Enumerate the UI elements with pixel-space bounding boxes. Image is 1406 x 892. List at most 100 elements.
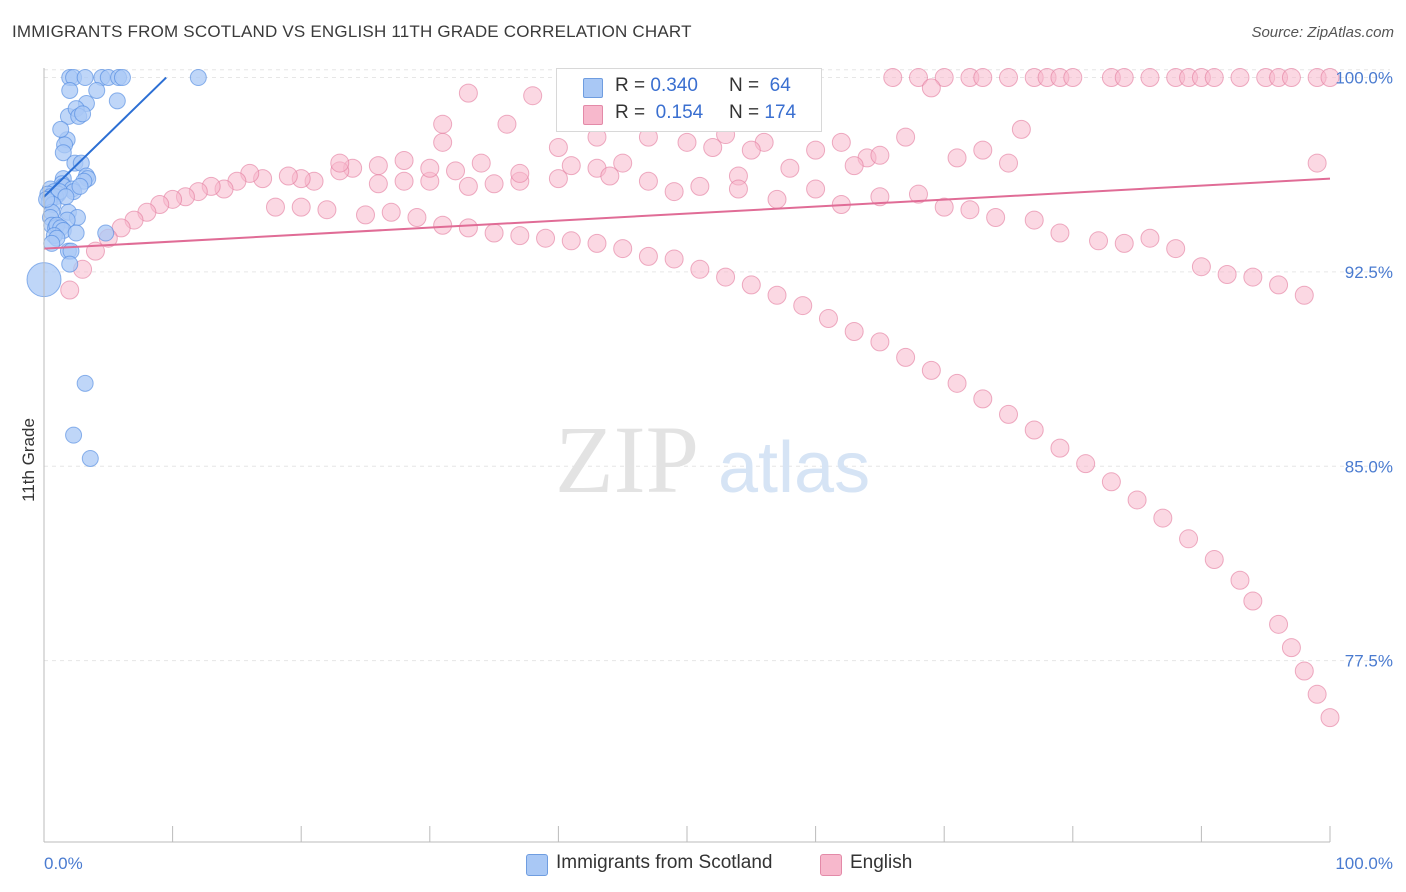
english-point xyxy=(908,68,928,88)
english-point xyxy=(638,246,658,266)
english-point xyxy=(806,140,826,160)
english-point xyxy=(1140,68,1160,88)
scotland-point xyxy=(88,82,106,100)
english-point xyxy=(613,153,633,173)
english-point xyxy=(1281,638,1301,658)
english-point xyxy=(806,179,826,199)
english-point xyxy=(793,296,813,316)
series-scotland xyxy=(26,69,207,467)
english-point xyxy=(433,114,453,134)
english-point xyxy=(986,207,1006,227)
legend-label-english: English xyxy=(850,852,913,873)
english-point xyxy=(999,68,1018,88)
english-point xyxy=(896,127,916,147)
english-point xyxy=(394,171,414,191)
english-point xyxy=(780,158,800,178)
english-legend-swatch xyxy=(820,854,842,876)
english-point xyxy=(1230,68,1250,88)
english-point xyxy=(1204,68,1224,88)
english-point xyxy=(433,132,453,152)
english-point xyxy=(921,78,941,98)
scotland-point xyxy=(38,190,56,208)
english-point xyxy=(394,150,414,170)
n-label: N = xyxy=(729,75,760,96)
scotland-point xyxy=(189,69,207,87)
english-point xyxy=(1281,68,1301,88)
english-point xyxy=(973,68,993,88)
english-point xyxy=(960,200,980,220)
scotland-point xyxy=(74,105,92,123)
english-point xyxy=(510,226,530,246)
english-point xyxy=(1011,119,1031,139)
english-point xyxy=(548,169,568,189)
correlation-legend: R = 0.340 N = 64 R = 0.154 N = 174 xyxy=(556,68,822,132)
english-point xyxy=(356,205,375,225)
english-point xyxy=(921,360,941,380)
r-value-scotland: 0.340 xyxy=(650,75,698,96)
english-point xyxy=(677,132,697,152)
english-point xyxy=(818,309,838,329)
english-swatch xyxy=(583,105,603,125)
english-point xyxy=(1050,438,1070,458)
english-point xyxy=(484,174,504,194)
english-point xyxy=(458,83,478,103)
r-label: R = xyxy=(615,75,646,96)
n-value-english: 174 xyxy=(764,102,797,123)
english-point xyxy=(548,138,568,158)
english-point xyxy=(1063,68,1083,88)
y-axis-title: 11th Grade xyxy=(19,418,38,502)
english-point xyxy=(368,174,388,194)
english-point xyxy=(690,259,710,279)
english-point xyxy=(1320,68,1340,88)
english-point xyxy=(510,163,530,183)
english-point xyxy=(1153,508,1173,528)
watermark-zip: ZIP xyxy=(555,406,699,513)
english-point xyxy=(973,389,993,409)
scotland-point xyxy=(76,374,94,392)
english-point xyxy=(767,189,787,209)
r-value-english: 0.154 xyxy=(655,102,704,123)
english-point xyxy=(973,140,993,160)
english-point xyxy=(458,176,478,196)
english-point xyxy=(497,114,517,134)
english-point xyxy=(831,132,851,152)
english-point xyxy=(587,233,607,253)
english-point xyxy=(934,68,954,88)
english-point xyxy=(484,223,504,243)
english-point xyxy=(1294,661,1314,681)
english-trend-line xyxy=(43,177,1331,250)
english-point xyxy=(690,176,710,196)
scotland-point xyxy=(81,449,99,467)
english-point xyxy=(458,218,478,238)
english-point xyxy=(896,347,916,367)
english-point xyxy=(1230,570,1250,590)
english-point xyxy=(1089,231,1109,251)
scotland-trend-line xyxy=(43,76,167,198)
y-tick-label: 85.0% xyxy=(1345,457,1393,476)
english-point xyxy=(1166,239,1186,259)
english-point xyxy=(741,140,761,160)
english-point xyxy=(407,207,427,227)
english-point xyxy=(265,197,285,217)
grid-lines xyxy=(44,69,1390,662)
english-point xyxy=(870,187,890,207)
english-point xyxy=(60,280,80,300)
english-point xyxy=(947,373,967,393)
english-point xyxy=(1269,614,1289,634)
x-tick-label: 0.0% xyxy=(44,854,83,873)
english-point xyxy=(844,156,864,176)
english-point xyxy=(1127,490,1147,510)
english-point xyxy=(420,158,440,178)
english-point xyxy=(703,138,723,158)
english-point xyxy=(471,153,491,173)
watermark-atlas: atlas xyxy=(718,428,870,508)
scotland-point xyxy=(67,224,85,242)
english-point xyxy=(381,202,401,222)
series-english xyxy=(60,68,1340,728)
scotland-point xyxy=(65,426,83,444)
english-point xyxy=(561,156,581,176)
scotland-legend-swatch xyxy=(526,854,548,876)
english-point xyxy=(278,166,298,186)
english-point xyxy=(664,249,684,269)
english-point xyxy=(664,182,684,202)
